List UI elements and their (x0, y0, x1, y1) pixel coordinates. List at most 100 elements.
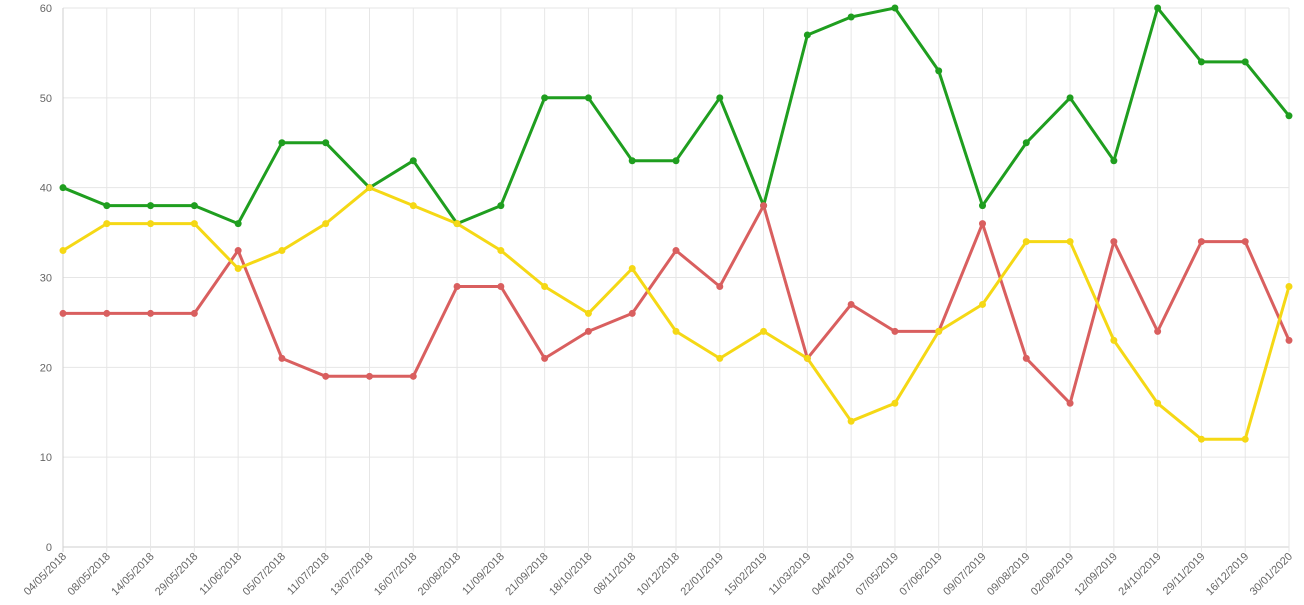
data-point (541, 354, 549, 362)
data-point (278, 247, 286, 255)
x-tick-label: 07/06/2019 (897, 551, 944, 598)
data-point (497, 282, 505, 290)
data-point (1197, 238, 1205, 246)
y-tick-label: 20 (40, 362, 52, 374)
x-tick-label: 09/08/2019 (985, 551, 1032, 598)
data-point (847, 417, 855, 425)
x-tick-label: 29/11/2019 (1161, 551, 1208, 598)
data-point (584, 94, 592, 102)
data-point (409, 157, 417, 165)
data-point (366, 372, 373, 380)
data-point (891, 327, 899, 335)
data-point (1066, 238, 1074, 246)
data-point (1154, 327, 1162, 335)
data-point (1154, 4, 1162, 12)
data-point (935, 67, 943, 75)
x-tick-label: 04/05/2018 (22, 551, 69, 598)
x-tick-label: 08/05/2018 (65, 551, 112, 598)
x-tick-label: 07/05/2019 (854, 551, 901, 598)
data-point (803, 31, 811, 39)
data-point (979, 220, 986, 228)
data-point (1022, 139, 1030, 147)
data-point (935, 327, 943, 335)
data-point (322, 372, 330, 380)
data-point (147, 309, 155, 317)
data-point (59, 247, 67, 255)
x-tick-label: 11/09/2018 (460, 551, 507, 598)
x-tick-label: 11/07/2018 (285, 551, 332, 598)
data-point (1066, 399, 1074, 407)
data-point (541, 94, 549, 102)
data-point (760, 327, 768, 335)
x-tick-label: 30/01/2020 (1248, 551, 1295, 598)
data-point (847, 13, 855, 21)
x-tick-label: 16/12/2019 (1204, 551, 1251, 598)
data-point (497, 247, 505, 255)
data-point (1285, 282, 1293, 290)
data-point (672, 247, 680, 255)
x-tick-label: 11/06/2018 (197, 551, 244, 598)
chart-series-points (59, 4, 1293, 443)
data-point (584, 309, 592, 317)
data-point (1285, 112, 1293, 120)
x-tick-label: 16/07/2018 (372, 551, 419, 598)
data-point (366, 184, 373, 192)
data-point (103, 220, 111, 228)
data-point (716, 94, 724, 102)
x-axis-tick-labels: 04/05/201808/05/201814/05/201829/05/2018… (22, 551, 1295, 598)
data-point (628, 265, 636, 273)
data-point (59, 309, 67, 317)
data-point (1066, 94, 1074, 102)
data-point (1110, 157, 1118, 165)
data-point (628, 157, 636, 165)
x-tick-label: 02/09/2019 (1029, 551, 1076, 598)
data-point (716, 282, 724, 290)
x-tick-label: 10/12/2018 (635, 551, 682, 598)
x-tick-label: 29/05/2018 (153, 551, 200, 598)
x-tick-label: 15/02/2019 (722, 551, 769, 598)
data-point (190, 309, 198, 317)
x-tick-label: 11/03/2019 (767, 551, 814, 598)
data-point (1197, 58, 1205, 66)
data-point (497, 202, 505, 210)
data-point (147, 220, 155, 228)
data-point (1022, 238, 1030, 246)
data-point (453, 282, 461, 290)
x-tick-label: 05/07/2018 (241, 551, 288, 598)
data-point (1197, 435, 1205, 443)
data-point (234, 220, 242, 228)
data-point (672, 327, 680, 335)
data-point (891, 399, 899, 407)
x-tick-label: 18/10/2018 (547, 551, 594, 598)
y-tick-label: 40 (40, 183, 52, 195)
data-point (409, 372, 417, 380)
x-tick-label: 04/04/2019 (810, 551, 857, 598)
data-point (103, 309, 111, 317)
data-point (234, 247, 242, 255)
data-point (322, 220, 330, 228)
y-tick-label: 0 (46, 542, 52, 554)
data-point (103, 202, 111, 210)
data-point (979, 300, 986, 308)
data-point (541, 282, 549, 290)
data-point (190, 202, 198, 210)
data-point (59, 184, 67, 192)
x-tick-label: 22/01/2019 (678, 551, 725, 598)
data-point (409, 202, 417, 210)
data-point (1241, 238, 1249, 246)
data-point (891, 4, 899, 12)
x-tick-label: 09/07/2019 (941, 551, 988, 598)
data-point (1110, 336, 1118, 344)
data-point (1110, 238, 1118, 246)
x-tick-label: 13/07/2018 (328, 551, 375, 598)
x-tick-label: 08/11/2018 (591, 551, 638, 598)
x-tick-label: 12/09/2019 (1073, 551, 1120, 598)
data-point (278, 354, 286, 362)
data-point (1022, 354, 1030, 362)
data-point (1241, 435, 1249, 443)
data-point (628, 309, 636, 317)
x-tick-label: 14/05/2018 (109, 551, 156, 598)
data-point (584, 327, 592, 335)
y-tick-label: 10 (40, 452, 52, 464)
data-point (147, 202, 155, 210)
